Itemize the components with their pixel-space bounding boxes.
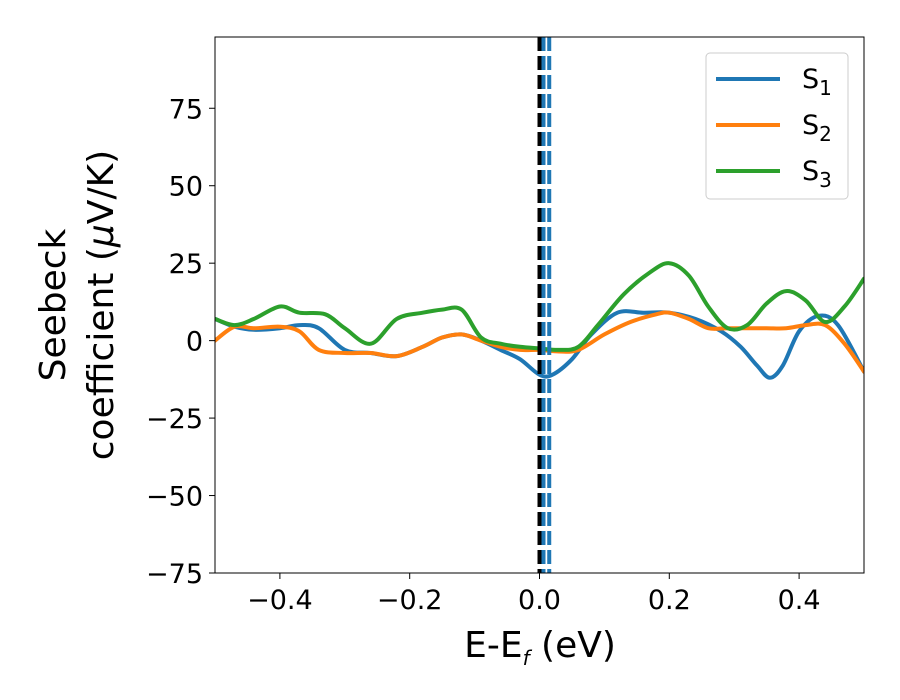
x-tick-label: 0.4 — [778, 585, 821, 616]
y-axis-label-line2: coefficient (μV/K) — [81, 150, 122, 460]
reference-lines — [537, 37, 552, 573]
x-tick-label: 0.0 — [518, 585, 561, 616]
x-tick-label: −0.4 — [247, 585, 313, 616]
y-tick-label: −50 — [146, 482, 203, 513]
x-tick-label: 0.2 — [648, 585, 691, 616]
x-axis-label: E-Ef (eV) — [464, 625, 616, 670]
y-tick-label: 50 — [169, 172, 203, 203]
x-axis: −0.4 −0.2 0.0 0.2 0.4 — [247, 573, 821, 616]
y-tick-label: −25 — [146, 404, 203, 435]
y-tick-label: 0 — [186, 327, 203, 358]
y-tick-label: 75 — [169, 94, 203, 125]
y-tick-label: 25 — [169, 249, 203, 280]
x-tick-label: −0.2 — [377, 585, 443, 616]
legend-label-s3: S3 — [802, 156, 832, 192]
legend-label-s1: S1 — [802, 64, 832, 100]
y-axis: −75 −50 −25 0 25 50 75 — [146, 94, 215, 590]
legend-label-s2: S2 — [802, 110, 832, 146]
y-axis-label-line1: Seebeck — [33, 228, 74, 381]
series-line-s1 — [215, 309, 864, 380]
legend: S1 S2 S3 — [705, 52, 849, 200]
y-tick-label: −75 — [146, 559, 203, 590]
